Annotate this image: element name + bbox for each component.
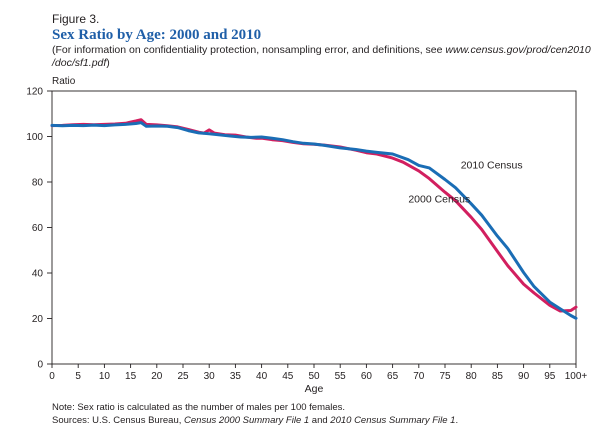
x-tick-label: 15: [125, 371, 137, 382]
subtitle-close: ): [106, 57, 110, 69]
y-tick-label: 120: [26, 87, 43, 98]
chart-title: Sex Ratio by Age: 2000 and 2010: [52, 27, 262, 43]
y-tick-label: 100: [26, 132, 43, 143]
chart-note: Note: Sex ratio is calculated as the num…: [52, 401, 592, 427]
x-tick-label: 65: [387, 371, 399, 382]
x-tick-label: 20: [151, 371, 163, 382]
x-tick-label: 70: [413, 371, 425, 382]
x-tick-label: 60: [361, 371, 373, 382]
sources-end: .: [455, 415, 459, 426]
note-text: Note: Sex ratio is calculated as the num…: [52, 402, 346, 413]
series-line-2010-census: [50, 121, 578, 320]
x-tick-label: 35: [230, 371, 242, 382]
x-tick-label: 10: [99, 371, 111, 382]
source-2000: Census 2000 Summary File 1: [184, 415, 310, 426]
x-tick-label: 0: [49, 371, 55, 382]
series-line-2000-census: [50, 118, 578, 313]
x-tick-label: 95: [544, 371, 556, 382]
x-tick-label: 90: [518, 371, 530, 382]
subtitle-url: www.census.gov/prod/cen2010 /doc/sf1.pdf: [52, 44, 591, 69]
y-tick-label: 0: [37, 360, 43, 371]
x-tick-label: 45: [282, 371, 294, 382]
series-lines: [50, 118, 578, 320]
x-tick-label: 5: [75, 371, 81, 382]
x-tick-label: 75: [439, 371, 451, 382]
sources-and: and: [309, 415, 331, 426]
y-axis-label: Ratio: [52, 76, 76, 87]
y-tick-label: 60: [32, 223, 44, 234]
y-tick-label: 80: [32, 178, 44, 189]
label-2010-census: 2010 Census: [461, 159, 523, 171]
y-tick-label: 40: [32, 269, 44, 280]
x-tick-label: 30: [204, 371, 216, 382]
label-2000-census: 2000 Census: [408, 193, 470, 205]
subtitle-text: (For information on confidentiality prot…: [52, 44, 446, 56]
x-axis-label: Age: [305, 383, 324, 395]
axes: 0 20 40 60 80 100 120 0 5 10 15 20 25 30 35 40 45 50 55 60 6…: [26, 87, 587, 396]
annotations: 2010 Census 2000 Census: [408, 159, 522, 205]
y-tick-label: 20: [32, 314, 44, 325]
x-tick-label: 80: [466, 371, 478, 382]
sources-text: Sources: U.S. Census Bureau, Census 2000…: [52, 414, 592, 427]
x-tick-label: 100+: [565, 371, 588, 382]
sources-prefix: Sources: U.S. Census Bureau,: [52, 415, 185, 426]
plot-frame: [51, 90, 577, 365]
source-2010: 2010 Census Summary File 1: [330, 415, 456, 426]
x-tick-label: 55: [335, 371, 347, 382]
x-tick-label: 85: [492, 371, 504, 382]
figure-label: Figure 3.: [52, 12, 100, 26]
x-tick-label: 50: [308, 371, 320, 382]
x-tick-label: 25: [177, 371, 189, 382]
chart-subtitle: (For information on confidentiality prot…: [52, 44, 592, 70]
x-tick-label: 40: [256, 371, 268, 382]
